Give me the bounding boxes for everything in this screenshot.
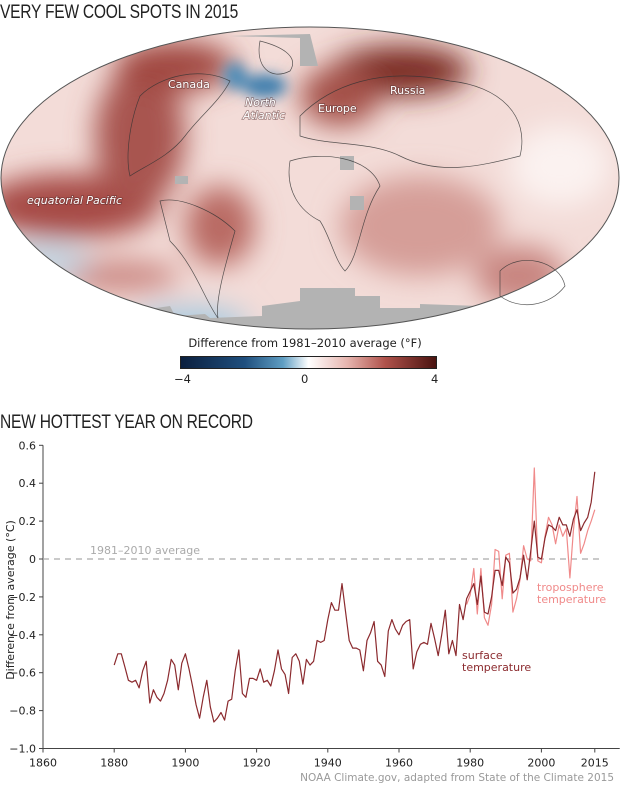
y-tick-label: 0.2: [19, 515, 37, 528]
y-tick-label: −0.2: [9, 591, 36, 604]
map-title: VERY FEW COOL SPOTS IN 2015: [0, 2, 239, 23]
colorbar-mid-label: 0: [301, 372, 309, 386]
y-tick-label: 0.6: [19, 439, 37, 452]
x-tick-label: 2015: [581, 757, 609, 770]
label-north-atlantic-2: Atlantic: [242, 109, 285, 122]
x-tick-label: 1960: [385, 757, 413, 770]
x-tick-label: 1940: [314, 757, 342, 770]
credit: NOAA Climate.gov, adapted from State of …: [300, 772, 614, 784]
chart-title: NEW HOTTEST YEAR ON RECORD: [0, 412, 253, 433]
y-tick-label: −1.0: [9, 743, 36, 756]
colorbar-title: Difference from 1981–2010 average (°F): [188, 336, 422, 350]
troposphere-series-line: [466, 467, 596, 626]
colorbar: [180, 356, 437, 369]
label-equatorial-pacific: equatorial Pacific: [27, 194, 122, 207]
x-tick-label: 1880: [100, 757, 128, 770]
x-tick-label: 2000: [527, 757, 555, 770]
temperature-line-chart: Difference from average (°C) −1.0 −0.8 −0.…: [4, 439, 620, 770]
x-tick-label: 1900: [171, 757, 199, 770]
label-north-atlantic: North: [245, 96, 276, 109]
colorbar-max-label: 4: [431, 372, 439, 386]
troposphere-label-2: temperature: [537, 593, 606, 606]
y-tick-label: −0.6: [9, 667, 36, 680]
surface-label-2: temperature: [462, 661, 531, 674]
troposphere-label-1: troposphere: [537, 581, 604, 594]
y-tick-label: 0.4: [19, 477, 37, 490]
y-axis-label: Difference from average (°C): [4, 520, 17, 680]
colorbar-min-label: −4: [174, 372, 191, 386]
label-europe: Europe: [318, 102, 357, 115]
surface-label-1: surface: [462, 649, 503, 662]
y-tick-label: 0: [29, 553, 36, 566]
surface-series-line: [113, 471, 596, 723]
temperature-anomaly-map: Canada North Atlantic Europe Russia equa…: [0, 26, 620, 330]
x-tick-label: 1980: [456, 757, 484, 770]
y-tick-label: −0.4: [9, 629, 36, 642]
y-tick-label: −0.8: [9, 705, 36, 718]
reference-line-label: 1981–2010 average: [90, 544, 200, 557]
label-russia: Russia: [390, 84, 425, 97]
continent-outlines: [127, 40, 566, 319]
x-tick-label: 1860: [29, 757, 57, 770]
x-tick-label: 1920: [243, 757, 271, 770]
label-canada: Canada: [168, 78, 210, 91]
